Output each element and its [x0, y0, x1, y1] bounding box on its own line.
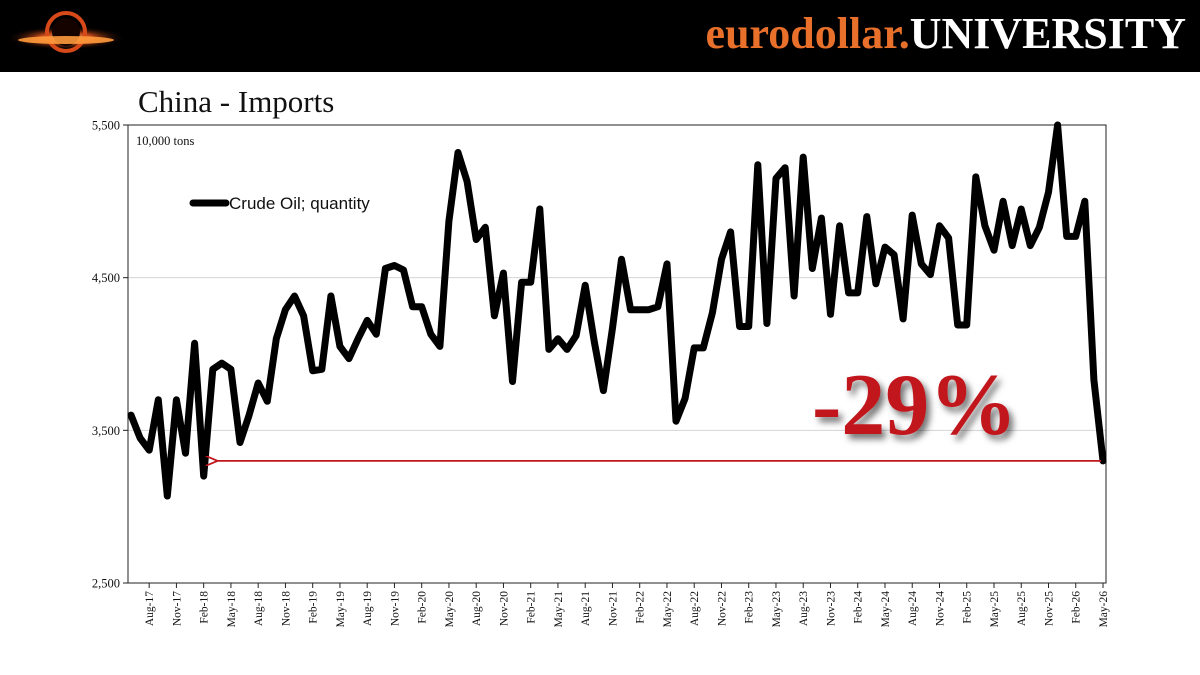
brand-wordmark-part2: UNIVERSITY	[909, 9, 1186, 58]
x-tick-label: Feb-20	[417, 591, 429, 624]
y-axis: 2,500 3,500 4,500 5,500	[92, 119, 128, 591]
x-tick-label: Aug-22	[689, 591, 701, 626]
x-tick-label: Nov-23	[825, 591, 837, 626]
x-tick-label: Aug-25	[1016, 591, 1028, 626]
x-tick-label: May-19	[335, 591, 347, 628]
x-tick-label: Aug-21	[580, 591, 592, 626]
x-tick-label: May-26	[1098, 591, 1110, 628]
x-tick-label: Feb-18	[199, 591, 211, 624]
x-tick-label: Nov-20	[498, 591, 510, 626]
x-tick-label: Nov-17	[171, 591, 183, 626]
series-line	[127, 121, 1107, 500]
x-tick-label: Feb-23	[744, 591, 756, 624]
x-tick-label: May-23	[771, 591, 783, 628]
x-tick-label: Nov-25	[1043, 591, 1055, 626]
unit-label: 10,000 tons	[136, 134, 194, 148]
plot-frame	[127, 124, 1107, 584]
y-tick-label: 5,500	[92, 119, 120, 133]
legend-label: Crude Oil; quantity	[229, 194, 370, 213]
x-tick-label: Feb-21	[526, 591, 538, 624]
x-tick-label: May-20	[444, 591, 456, 628]
x-tick-label: May-21	[553, 591, 565, 628]
brand-wordmark: eurodollar.UNIVERSITY	[706, 6, 1186, 62]
y-tick-label: 4,500	[92, 271, 120, 285]
chart-title: China - Imports	[138, 84, 335, 119]
x-tick-label: Aug-20	[471, 591, 483, 626]
x-axis: Aug-17 Nov-17 Feb-18 May-18 Aug-18 Nov-18 Feb-…	[144, 583, 1110, 627]
x-tick-label: Nov-21	[607, 591, 619, 626]
y-tick-label: 3,500	[92, 424, 120, 438]
x-tick-label: Nov-18	[280, 591, 292, 626]
brand-wordmark-part1: eurodollar.	[705, 9, 910, 58]
x-tick-label: Aug-18	[253, 591, 265, 626]
x-tick-label: May-24	[880, 591, 892, 628]
x-tick-label: Nov-19	[389, 591, 401, 626]
glowing-ring-logo-icon	[6, 11, 126, 53]
series-crude-oil	[127, 121, 1107, 500]
legend: Crude Oil; quantity	[189, 194, 370, 213]
x-tick-label: Aug-19	[362, 591, 374, 626]
x-tick-label: Feb-22	[635, 591, 647, 624]
x-tick-label: Aug-24	[907, 591, 919, 626]
x-tick-label: Nov-24	[934, 591, 946, 626]
x-tick-label: Feb-25	[962, 591, 974, 624]
x-tick-label: Nov-22	[716, 591, 728, 626]
x-tick-label: May-25	[989, 591, 1001, 628]
x-tick-label: May-22	[662, 591, 674, 628]
x-tick-label: Aug-17	[144, 591, 156, 626]
x-tick-label: Feb-19	[308, 591, 320, 624]
x-tick-label: Feb-24	[853, 591, 865, 624]
decline-percent-label: -29%	[812, 357, 1017, 454]
x-tick-label: May-18	[226, 591, 238, 628]
x-tick-label: Feb-26	[1071, 591, 1083, 624]
x-tick-label: Aug-23	[798, 591, 810, 626]
y-tick-label: 2,500	[92, 577, 120, 591]
header-banner: eurodollar.UNIVERSITY	[0, 0, 1200, 72]
